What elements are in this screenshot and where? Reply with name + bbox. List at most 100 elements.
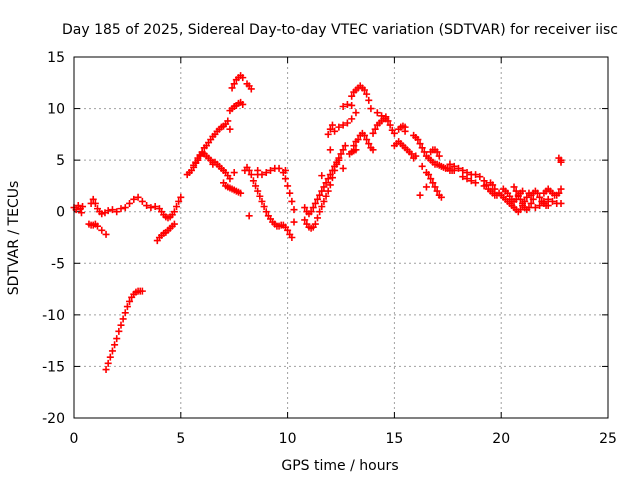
data-point	[548, 197, 556, 205]
series-segment-41	[531, 195, 565, 212]
data-point	[307, 208, 315, 216]
data-point	[480, 182, 488, 190]
data-point	[514, 191, 522, 199]
data-point	[519, 187, 527, 195]
x-tick-label: 0	[70, 431, 79, 447]
data-point	[427, 175, 435, 183]
series-segment-21	[339, 100, 356, 111]
data-point	[192, 158, 200, 166]
series-segment-12	[228, 72, 247, 92]
data-point	[320, 197, 328, 205]
data-point	[104, 207, 112, 215]
series-segment-26	[373, 109, 390, 123]
data-point	[237, 189, 245, 197]
data-point	[339, 121, 347, 129]
data-point	[111, 341, 119, 349]
data-point	[446, 160, 454, 168]
data-point	[113, 335, 121, 343]
data-point	[431, 183, 439, 191]
series-segment-32	[446, 160, 484, 181]
data-point	[557, 185, 565, 193]
data-point	[450, 162, 458, 170]
data-point	[117, 205, 125, 213]
data-point	[348, 101, 356, 109]
data-point	[534, 189, 542, 197]
data-point	[123, 303, 131, 311]
series-segment-34	[480, 177, 501, 199]
data-point	[519, 199, 527, 207]
data-point	[108, 347, 116, 355]
data-point	[348, 92, 356, 100]
data-point	[316, 208, 324, 216]
plot-frame	[73, 56, 609, 419]
series-segment-42	[555, 154, 565, 166]
data-point	[224, 117, 232, 125]
data-point	[311, 199, 319, 207]
series-segment-30	[422, 169, 445, 201]
data-point	[331, 162, 339, 170]
data-point	[106, 353, 114, 361]
data-point	[476, 173, 484, 181]
data-point	[320, 183, 328, 191]
y-tick-label: 0	[56, 205, 65, 221]
data-point	[318, 203, 326, 211]
data-point	[463, 169, 471, 177]
data-point	[326, 171, 334, 179]
data-point	[544, 195, 552, 203]
data-point	[228, 84, 236, 92]
y-tick-label: 10	[47, 102, 65, 118]
x-tick-label: 15	[385, 431, 403, 447]
series-segment-19	[326, 115, 356, 154]
data-point	[339, 164, 347, 172]
data-point	[373, 109, 381, 117]
series-segment-13	[243, 80, 255, 93]
data-point	[331, 127, 339, 135]
y-tick-label: -10	[42, 308, 65, 324]
data-point	[322, 192, 330, 200]
data-point	[209, 160, 217, 168]
y-tick-label: -20	[42, 411, 65, 427]
data-point	[89, 195, 97, 203]
data-point	[301, 216, 309, 224]
data-point	[286, 189, 294, 197]
data-point	[258, 171, 266, 179]
x-tick-label: 10	[279, 431, 297, 447]
data-point	[117, 321, 125, 329]
data-point	[98, 210, 106, 218]
data-point	[454, 164, 462, 172]
data-point	[527, 199, 535, 207]
series-segment-39	[527, 187, 552, 210]
series-segment-31	[427, 146, 443, 160]
data-point	[230, 80, 238, 88]
data-point	[324, 130, 332, 138]
series-segment-18	[301, 142, 349, 218]
data-point	[386, 121, 394, 129]
data-point	[318, 187, 326, 195]
data-point	[371, 125, 379, 133]
data-point	[130, 195, 138, 203]
data-point	[324, 187, 332, 195]
data-point	[459, 173, 467, 181]
y-axis-label: SDTVAR / TECUs	[6, 181, 22, 296]
data-point	[314, 195, 322, 203]
data-point	[121, 309, 129, 317]
data-point	[138, 287, 146, 295]
data-point	[108, 206, 116, 214]
data-point	[318, 172, 326, 180]
data-point	[226, 125, 234, 133]
data-point	[245, 212, 253, 220]
data-point	[173, 203, 181, 211]
data-point	[363, 136, 371, 144]
data-point	[382, 115, 390, 123]
series-segment-24	[346, 146, 360, 158]
data-point	[536, 202, 544, 210]
data-point	[126, 199, 134, 207]
data-point	[79, 203, 87, 211]
data-point	[414, 136, 422, 144]
series-segment-9	[205, 117, 232, 147]
data-point	[335, 123, 343, 131]
data-point	[91, 199, 99, 207]
data-point	[326, 146, 334, 154]
series-segment-2	[85, 220, 110, 238]
